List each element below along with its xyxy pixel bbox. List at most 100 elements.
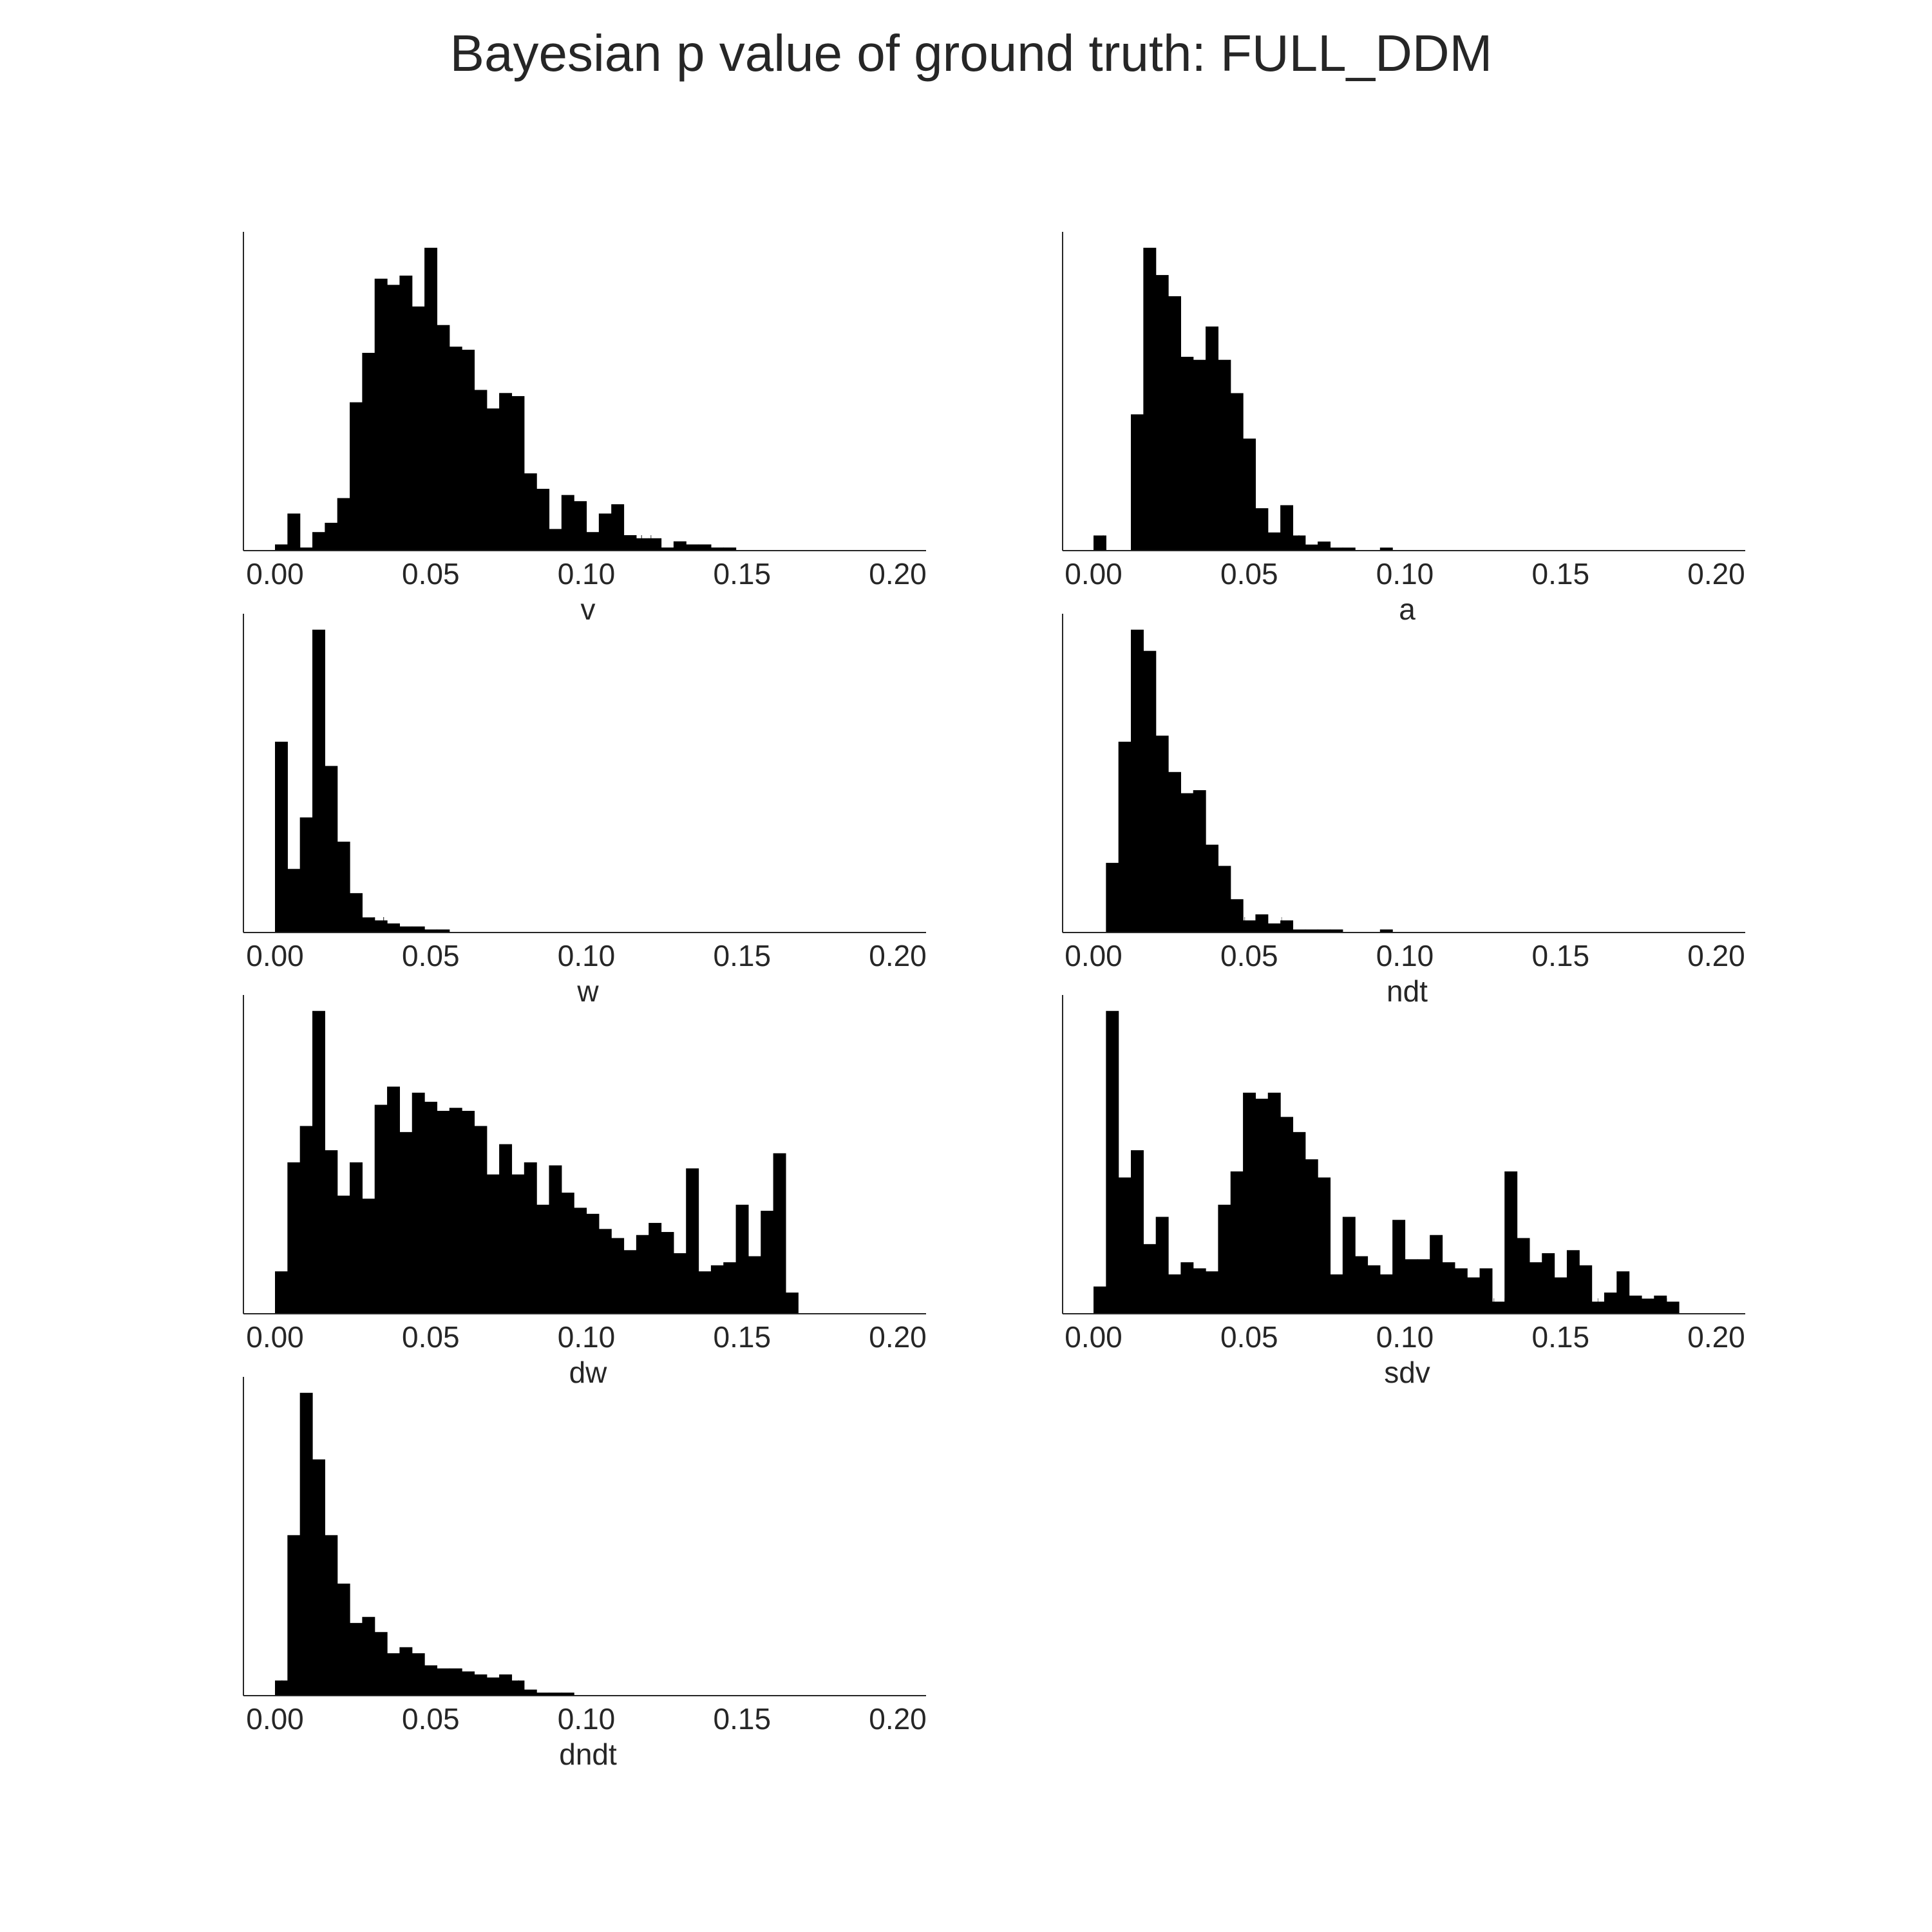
histogram-bar [424,1665,438,1696]
histogram-bar [561,1692,574,1696]
histogram-bar [1579,1265,1593,1314]
histogram-bar [636,1235,649,1314]
x-tick-label: 0.05 [402,1702,460,1736]
histogram-bar [1255,508,1269,551]
histogram-bar [686,544,699,551]
x-tick-label: 0.10 [558,1702,616,1736]
x-tick-label: 0.20 [869,1702,927,1736]
histogram-bar [524,473,537,551]
panel-a: 0.00 0.05 0.10 0.15 0.20 a [1062,232,1745,626]
histogram-bar [1454,1268,1468,1314]
histogram-bar [1143,650,1157,933]
x-tick-label: 0.10 [1376,939,1434,972]
histogram-bar [1255,914,1269,933]
histogram-bar [1193,1268,1206,1314]
histogram-bar [1342,547,1356,551]
histogram-bar [412,1653,425,1696]
x-tick-label: 0.00 [246,1320,304,1354]
histogram-bar [549,1692,562,1696]
histogram-bar [1155,735,1169,933]
histogram-bar [1318,929,1331,933]
histogram-bar [611,504,625,551]
histogram-bar [1143,247,1157,551]
histogram-bar [1517,1238,1530,1314]
histogram-bar [1330,547,1343,551]
x-tick-label: 0.05 [402,557,460,591]
histogram-bar [287,1162,301,1314]
histogram-bar [350,402,363,551]
histogram-bar [1392,1220,1406,1314]
histogram-bar [1293,1132,1306,1314]
histogram-bar [761,1211,774,1314]
histogram-bar [1467,1277,1481,1314]
histogram-bar [1131,629,1144,933]
histogram-bar [1131,1150,1144,1314]
histogram-bar [1318,541,1331,551]
histogram-bar [623,1250,637,1314]
histogram-bar [1118,1177,1132,1314]
histogram-bar [1492,1302,1505,1314]
x-tick-label: 0.10 [558,939,616,972]
histogram-bar [710,547,724,551]
histogram-bar [350,1162,363,1314]
histogram-bar [1230,1171,1244,1314]
x-tick-label: 0.10 [558,557,616,591]
histogram-bar [362,917,375,933]
histogram-bar [337,1584,350,1696]
histogram-bar [1504,1171,1518,1314]
histogram-bar [1180,1262,1194,1314]
histogram-bar [325,522,338,551]
x-tick-label: 0.05 [1220,557,1278,591]
histogram-bar [374,1632,388,1696]
histogram-bar [1554,1277,1567,1314]
histogram-bar [748,1256,761,1314]
histogram-bar [325,1535,338,1696]
histogram-bar [1143,1244,1157,1314]
histogram-bar [1267,532,1281,551]
x-tick-label: 0.00 [1065,1320,1122,1354]
histogram-bar [275,741,288,933]
histogram-bar [536,1204,550,1314]
histogram-bar [1604,1293,1617,1314]
histogram-bar [299,547,313,551]
histogram-bar [1305,929,1318,933]
x-tick-label: 0.00 [1065,939,1122,972]
histogram-bar [561,495,574,551]
x-tick-label: 0.20 [869,557,927,591]
histogram-bar [511,1174,525,1314]
rug-marks [1103,535,1300,551]
x-tick-label: 0.00 [246,557,304,591]
rug-marks [1096,1298,1667,1314]
histogram-bar [486,408,500,551]
histogram-bar [1267,923,1281,933]
x-tick-label: 0.15 [714,1320,772,1354]
histogram-bar [412,926,425,933]
x-tick-label: 0.20 [1687,557,1745,591]
histogram-bar [399,926,413,933]
histogram-bar [710,1265,724,1314]
histogram-bar [275,1680,288,1696]
panel-w: 0.00 0.05 0.10 0.15 0.20 w [243,614,927,1008]
x-axis-label: w [576,974,599,1008]
histogram-bar [735,1204,749,1314]
histogram-bar [312,629,325,933]
rug-marks [1110,917,1282,933]
panel-ndt: 0.00 0.05 0.10 0.15 0.20 ndt [1062,614,1745,1008]
histogram-bar [362,352,375,551]
histogram-bar [1094,535,1106,551]
histogram-bar [312,532,325,551]
x-tick-label: 0.15 [1532,939,1590,972]
histogram-bar [649,1222,662,1314]
histogram-bar [275,1271,288,1314]
histogram-bar [574,501,587,551]
histogram-bar [1155,275,1169,551]
histogram-bar [437,929,450,933]
rug-marks [276,1298,790,1314]
histogram-bar [1243,1092,1256,1314]
histogram-bar [723,547,737,551]
rug-marks [281,1680,519,1696]
histogram-bar [1666,1302,1680,1314]
histogram-bar [437,1668,450,1696]
histogram-bar [337,1195,350,1314]
histogram-bar [1106,1010,1119,1314]
